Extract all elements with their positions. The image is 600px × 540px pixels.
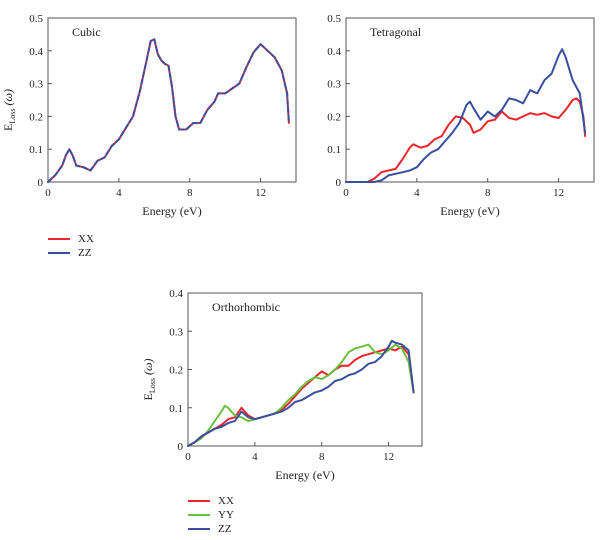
y-axis-label-tail: (ω) xyxy=(141,359,155,378)
y-axis-label-main: E xyxy=(1,124,15,131)
x-axis-label: Energy (eV) xyxy=(440,204,499,218)
legend-label: ZZ xyxy=(78,247,92,259)
legend: XX YY ZZ xyxy=(188,494,234,536)
legend-entry: ZZ xyxy=(188,522,234,536)
y-axis-label: ELoss (ω) xyxy=(1,89,17,131)
x-tick-label: 12 xyxy=(553,187,564,199)
chart-panel-1: 0 4 8 12 0 0.1 0.2 0.3 0.4 0.5 Cubic Energy (eV) ELo… xyxy=(1,13,297,218)
y-tick-label: 0 xyxy=(336,177,342,189)
x-tick-label: 8 xyxy=(187,187,193,199)
legend-swatch xyxy=(48,238,70,240)
legend-label: YY xyxy=(218,509,234,521)
x-axis-label: Energy (eV) xyxy=(142,204,201,218)
series-line-xx xyxy=(187,345,415,447)
y-axis-label-main: E xyxy=(141,393,155,400)
series-line-2 xyxy=(345,48,587,183)
chart-panel-3: 0 4 8 12 0 0.1 0.2 0.3 0.4 Orthorhombic Energy (eV… xyxy=(141,288,423,482)
x-tick-label: 0 xyxy=(343,187,349,199)
y-tick-label: 0.1 xyxy=(29,144,43,156)
x-tick-label: 0 xyxy=(185,451,191,463)
y-tick-label: 0 xyxy=(178,441,184,453)
y-tick-label: 0.3 xyxy=(327,79,341,91)
y-tick-label: 0.1 xyxy=(327,144,341,156)
legend-label: ZZ xyxy=(218,523,232,535)
legend-swatch xyxy=(188,500,210,502)
legend-swatch xyxy=(188,528,210,530)
x-tick-label: 4 xyxy=(414,187,420,199)
legend-entry: XX xyxy=(188,494,234,508)
plot-frame xyxy=(47,17,297,183)
x-tick-label: 12 xyxy=(383,451,394,463)
series-line-zz xyxy=(187,339,415,447)
y-tick-label: 0.5 xyxy=(327,13,341,25)
chart-title: Orthorhombic xyxy=(212,300,280,314)
y-tick-label: 0.2 xyxy=(327,111,341,123)
legend-swatch xyxy=(188,514,210,516)
y-axis-label-sub: Loss xyxy=(8,109,17,124)
legend: XX ZZ xyxy=(48,232,94,260)
series-line-zz xyxy=(47,38,290,183)
y-tick-label: 0 xyxy=(38,177,44,189)
y-tick-label: 0.5 xyxy=(29,13,43,25)
series-line-1 xyxy=(345,97,587,183)
y-axis-label-tail: (ω) xyxy=(1,89,15,108)
y-tick-label: 0.3 xyxy=(169,326,183,338)
x-tick-label: 4 xyxy=(252,451,258,463)
chart-title: Cubic xyxy=(72,25,101,39)
y-tick-label: 0.2 xyxy=(169,365,183,377)
y-tick-label: 0.4 xyxy=(327,46,341,58)
legend-swatch xyxy=(48,252,70,254)
x-tick-label: 12 xyxy=(255,187,266,199)
y-tick-label: 0.2 xyxy=(29,111,43,123)
legend-entry: ZZ xyxy=(48,246,94,260)
y-tick-label: 0.4 xyxy=(29,46,43,58)
legend-label: XX xyxy=(218,495,234,507)
legend-entry: YY xyxy=(188,508,234,522)
x-tick-label: 8 xyxy=(319,451,325,463)
x-tick-label: 4 xyxy=(116,187,122,199)
y-tick-label: 0.1 xyxy=(169,403,183,415)
chart-panel-2: 0 4 8 12 0 0.1 0.2 0.3 0.4 0.5 Tetragonal Energy (e… xyxy=(327,13,595,218)
chart-title: Tetragonal xyxy=(370,25,422,39)
series-line-yy xyxy=(187,343,415,447)
legend-entry: XX xyxy=(48,232,94,246)
y-tick-label: 0.3 xyxy=(29,79,43,91)
x-tick-label: 8 xyxy=(485,187,491,199)
plot-frame xyxy=(345,17,595,183)
y-axis-label: ELoss (ω) xyxy=(141,359,157,401)
series-line-xx xyxy=(47,38,290,183)
x-axis-label: Energy (eV) xyxy=(275,468,334,482)
x-tick-label: 0 xyxy=(45,187,51,199)
legend-label: XX xyxy=(78,233,94,245)
y-axis-label-sub: Loss xyxy=(148,378,157,393)
y-tick-label: 0.4 xyxy=(169,288,183,300)
